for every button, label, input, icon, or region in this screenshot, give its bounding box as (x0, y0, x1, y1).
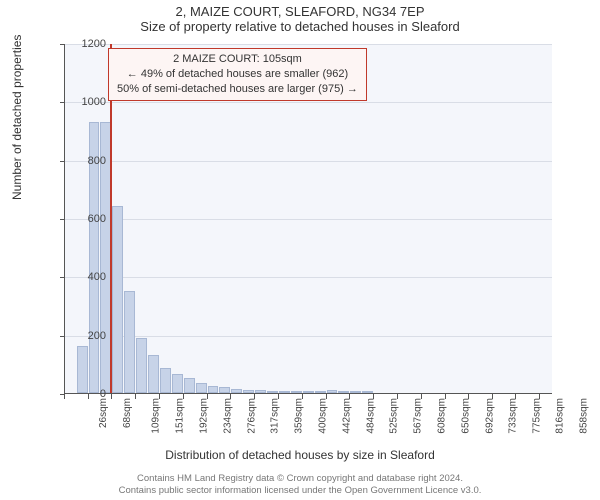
x-tick-label: 192sqm (198, 398, 209, 434)
x-tick-label: 400sqm (317, 398, 328, 434)
histogram-bar (208, 386, 218, 393)
histogram-bar (219, 387, 230, 393)
x-tick-label: 68sqm (122, 398, 133, 428)
x-tick-mark (302, 394, 303, 399)
x-tick-mark (135, 394, 136, 399)
gridline (65, 44, 552, 45)
x-tick-mark (207, 394, 208, 399)
histogram-bar (255, 390, 266, 393)
histogram-bar (315, 391, 326, 393)
histogram-bar (124, 291, 135, 393)
histogram-bar (77, 346, 88, 393)
y-tick-mark (60, 44, 65, 45)
histogram-bar (148, 355, 158, 393)
histogram-bar (291, 391, 302, 393)
x-tick-label: 151sqm (175, 398, 186, 434)
footer-line-1: Contains HM Land Registry data © Crown c… (0, 473, 600, 484)
histogram-bar (267, 391, 277, 393)
x-tick-label: 775sqm (532, 398, 543, 434)
page-subtitle: Size of property relative to detached ho… (0, 19, 600, 36)
x-tick-label: 816sqm (555, 398, 566, 434)
histogram-bar (327, 390, 337, 394)
x-tick-label: 692sqm (484, 398, 495, 434)
histogram-bar (362, 391, 373, 393)
histogram-bar (112, 206, 123, 393)
histogram-bar (350, 391, 361, 393)
histogram-bar (196, 383, 207, 393)
gridline (65, 102, 552, 103)
histogram-bar (303, 391, 314, 393)
x-tick-mark (159, 394, 160, 399)
x-tick-label: 276sqm (246, 398, 257, 434)
annotation-callout: 2 MAIZE COURT: 105sqm ← 49% of detached … (108, 48, 367, 101)
histogram-bar (279, 391, 290, 393)
x-tick-mark (64, 394, 65, 399)
y-tick-mark (60, 161, 65, 162)
chart-container: 2 MAIZE COURT: 105sqm ← 49% of detached … (64, 44, 552, 424)
x-tick-label: 858sqm (579, 398, 590, 434)
histogram-bar (243, 390, 254, 394)
x-tick-label: 567sqm (413, 398, 424, 434)
annotation-line-1: 2 MAIZE COURT: 105sqm (117, 52, 358, 67)
histogram-bar (184, 378, 195, 393)
x-tick-label: 525sqm (389, 398, 400, 434)
page-title: 2, MAIZE COURT, SLEAFORD, NG34 7EP (0, 0, 600, 19)
y-tick-label: 800 (66, 155, 106, 167)
histogram-bar (338, 391, 349, 393)
x-tick-label: 650sqm (460, 398, 471, 434)
annotation-line-3: 50% of semi-detached houses are larger (… (117, 82, 358, 97)
x-tick-mark (254, 394, 255, 399)
x-tick-mark (326, 394, 327, 399)
x-tick-mark (492, 394, 493, 399)
y-tick-mark (60, 336, 65, 337)
x-tick-mark (230, 394, 231, 399)
annotation-line-2: ← 49% of detached houses are smaller (96… (117, 67, 358, 82)
y-tick-mark (60, 219, 65, 220)
x-tick-mark (373, 394, 374, 399)
gridline (65, 336, 552, 337)
y-tick-label: 400 (66, 271, 106, 283)
x-tick-mark (397, 394, 398, 399)
x-tick-mark (539, 394, 540, 399)
x-tick-mark (111, 394, 112, 399)
y-tick-mark (60, 102, 65, 103)
y-tick-label: 1200 (66, 38, 106, 50)
histogram-bar (136, 338, 147, 393)
x-tick-mark (349, 394, 350, 399)
gridline (65, 219, 552, 220)
gridline (65, 161, 552, 162)
y-tick-mark (60, 277, 65, 278)
histogram-bar (160, 368, 171, 393)
x-tick-label: 484sqm (365, 398, 376, 434)
x-tick-mark (445, 394, 446, 399)
footer-line-2: Contains public sector information licen… (0, 485, 600, 496)
x-tick-label: 26sqm (98, 398, 109, 428)
x-tick-mark (278, 394, 279, 399)
x-axis-label: Distribution of detached houses by size … (0, 448, 600, 462)
x-tick-mark (183, 394, 184, 399)
y-tick-label: 0 (66, 388, 106, 400)
x-tick-label: 317sqm (270, 398, 281, 434)
y-axis-label: Number of detached properties (10, 35, 24, 200)
x-tick-label: 608sqm (436, 398, 447, 434)
x-tick-label: 442sqm (341, 398, 352, 434)
x-tick-mark (468, 394, 469, 399)
footer-attribution: Contains HM Land Registry data © Crown c… (0, 473, 600, 496)
histogram-bar (231, 389, 242, 393)
x-tick-label: 733sqm (508, 398, 519, 434)
y-tick-label: 600 (66, 213, 106, 225)
y-tick-label: 1000 (66, 96, 106, 108)
gridline (65, 277, 552, 278)
x-tick-label: 234sqm (222, 398, 233, 434)
x-tick-mark (515, 394, 516, 399)
x-tick-label: 109sqm (151, 398, 162, 434)
x-tick-label: 359sqm (294, 398, 305, 434)
y-tick-label: 200 (66, 330, 106, 342)
histogram-bar (172, 374, 183, 393)
x-tick-mark (421, 394, 422, 399)
